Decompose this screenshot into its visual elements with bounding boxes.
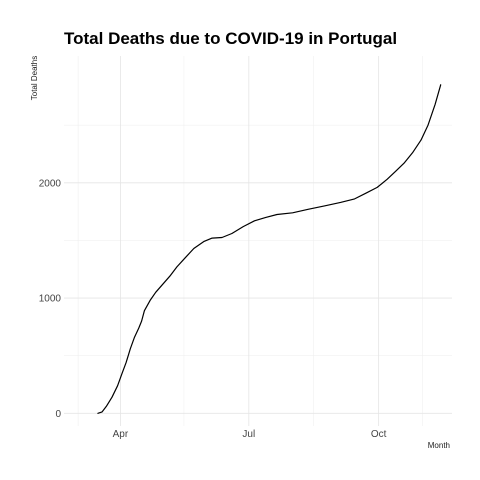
x-tick-label: Apr [113,429,129,440]
y-tick-label: 1000 [39,294,62,305]
series-line-0 [97,84,442,414]
x-tick-label: Oct [371,429,387,440]
series-layer [97,84,442,414]
y-axis-label: Total Deaths [30,56,39,100]
y-tick-label: 2000 [39,178,62,189]
x-axis-label: Month [428,441,450,450]
y-tick-label: 0 [55,409,61,420]
x-tick-labels: Apr Jul Oct [113,429,387,440]
y-tick-labels: 0 1000 2000 [39,178,62,420]
major-gridlines [64,56,452,426]
chart-title: Total Deaths due to COVID-19 in Portugal [64,29,397,48]
x-tick-label: Jul [242,429,255,440]
